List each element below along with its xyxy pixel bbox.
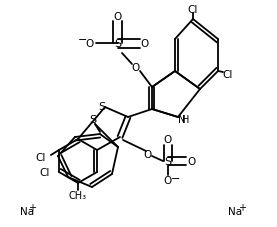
Text: Na: Na [20, 206, 34, 216]
Text: O: O [164, 134, 172, 144]
Text: +: + [238, 202, 246, 212]
Text: S: S [165, 156, 171, 166]
Text: Cl: Cl [188, 5, 198, 15]
Text: S: S [89, 114, 97, 124]
Text: S: S [98, 101, 106, 111]
Text: O: O [188, 156, 196, 166]
Text: O: O [144, 149, 152, 159]
Text: Cl: Cl [36, 152, 46, 162]
Text: N: N [178, 114, 186, 124]
Text: −: − [171, 173, 181, 183]
Text: Cl: Cl [40, 167, 50, 177]
Text: O: O [86, 39, 94, 49]
Text: Na: Na [228, 206, 242, 216]
Text: O: O [164, 175, 172, 185]
Text: −: − [78, 35, 88, 45]
Text: O: O [132, 63, 140, 73]
Text: S: S [114, 39, 122, 49]
Text: CH₃: CH₃ [69, 190, 87, 200]
Text: O: O [114, 12, 122, 22]
Text: H: H [182, 114, 190, 124]
Text: O: O [141, 39, 149, 49]
Text: +: + [28, 202, 36, 212]
Text: Cl: Cl [223, 70, 233, 80]
